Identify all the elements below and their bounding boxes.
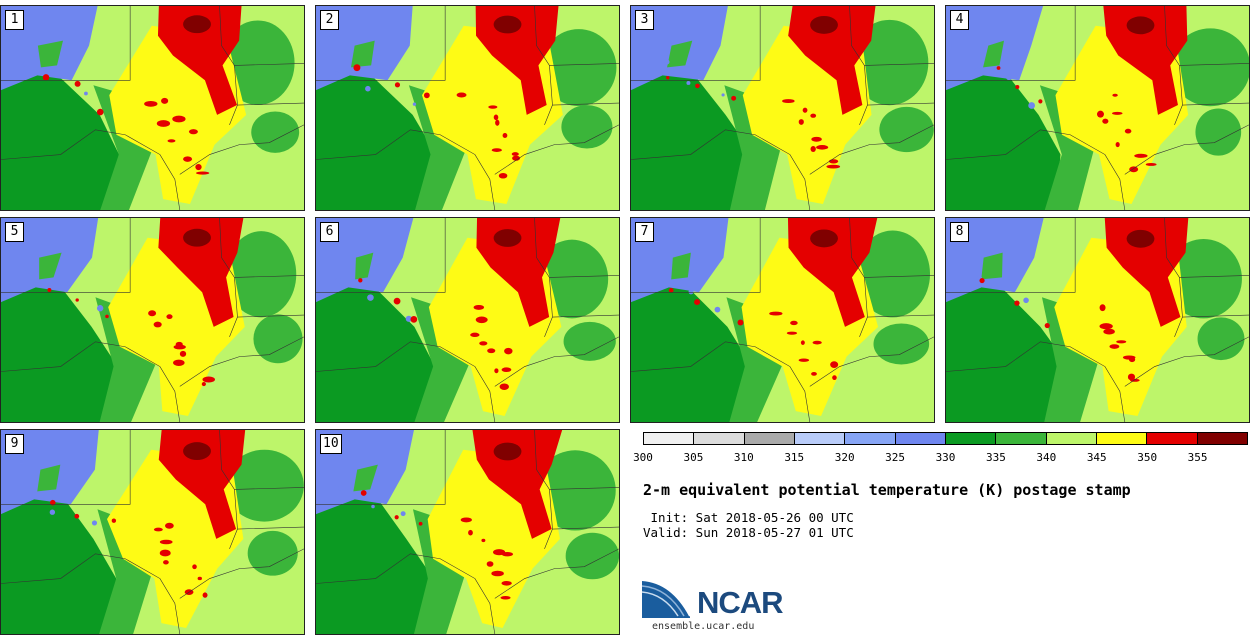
member-map-6: 6 bbox=[315, 217, 620, 423]
member-label: 10 bbox=[320, 434, 342, 454]
map-graphic bbox=[316, 6, 619, 210]
colorbar-segment bbox=[996, 433, 1047, 444]
map-graphic bbox=[1, 430, 304, 634]
member-map-1: 1 bbox=[0, 5, 305, 211]
init-time: Init: Sat 2018-05-26 00 UTC bbox=[643, 510, 854, 525]
map-graphic bbox=[946, 6, 1249, 210]
colorbar-segment bbox=[895, 433, 946, 444]
colorbar-segment bbox=[845, 433, 896, 444]
map-graphic bbox=[316, 430, 619, 634]
member-map-9: 9 bbox=[0, 429, 305, 635]
colorbar-segment bbox=[1147, 433, 1198, 444]
ncar-logo-icon bbox=[642, 579, 691, 618]
colorbar-tick-label: 340 bbox=[1036, 451, 1057, 464]
member-label: 5 bbox=[5, 222, 24, 242]
colorbar-segment bbox=[794, 433, 846, 444]
colorbar-tick-label: 335 bbox=[985, 451, 1006, 464]
colorbar-tick-label: 325 bbox=[885, 451, 906, 464]
member-map-8: 8 bbox=[945, 217, 1250, 423]
member-label: 1 bbox=[5, 10, 24, 30]
map-graphic bbox=[631, 6, 934, 210]
colorbar-segment bbox=[1046, 433, 1097, 444]
product-title: 2-m equivalent potential temperature (K)… bbox=[643, 481, 1131, 499]
colorbar-segment bbox=[744, 433, 795, 444]
member-map-5: 5 bbox=[0, 217, 305, 423]
colorbar-tick-label: 300 bbox=[633, 451, 653, 464]
colorbar-tick-label: 305 bbox=[683, 451, 704, 464]
member-map-7: 7 bbox=[630, 217, 935, 423]
member-label: 8 bbox=[950, 222, 969, 242]
map-graphic bbox=[316, 218, 619, 422]
colorbar-tick-label: 355 bbox=[1187, 451, 1208, 464]
map-graphic bbox=[946, 218, 1249, 422]
colorbar-tick-label: 320 bbox=[834, 451, 855, 464]
colorbar-tick-label: 350 bbox=[1137, 451, 1158, 464]
member-label: 9 bbox=[5, 434, 24, 454]
valid-time: Valid: Sun 2018-05-27 01 UTC bbox=[643, 525, 854, 540]
colorbar-segment bbox=[694, 433, 745, 444]
map-graphic bbox=[1, 6, 304, 210]
member-label: 4 bbox=[950, 10, 969, 30]
member-label: 6 bbox=[320, 222, 339, 242]
member-map-10: 10 bbox=[315, 429, 620, 635]
colorbar-segment bbox=[1197, 433, 1247, 444]
member-map-2: 2 bbox=[315, 5, 620, 211]
colorbar-tick-label: 310 bbox=[733, 451, 754, 464]
member-map-3: 3 bbox=[630, 5, 935, 211]
colorbar-segment bbox=[644, 433, 695, 444]
member-label: 2 bbox=[320, 10, 339, 30]
colorbar-segment bbox=[945, 433, 997, 444]
map-graphic bbox=[1, 218, 304, 422]
logo-text: NCAR bbox=[697, 585, 784, 620]
colorbar-tick-label: 345 bbox=[1086, 451, 1107, 464]
member-map-4: 4 bbox=[945, 5, 1250, 211]
map-graphic bbox=[631, 218, 934, 422]
colorbar-segment bbox=[1096, 433, 1148, 444]
member-label: 3 bbox=[635, 10, 654, 30]
colorbar bbox=[643, 432, 1248, 445]
member-label: 7 bbox=[635, 222, 654, 242]
site-url: ensemble.ucar.edu bbox=[652, 621, 755, 632]
colorbar-tick-label: 330 bbox=[935, 451, 956, 464]
colorbar-tick-label: 315 bbox=[784, 451, 805, 464]
